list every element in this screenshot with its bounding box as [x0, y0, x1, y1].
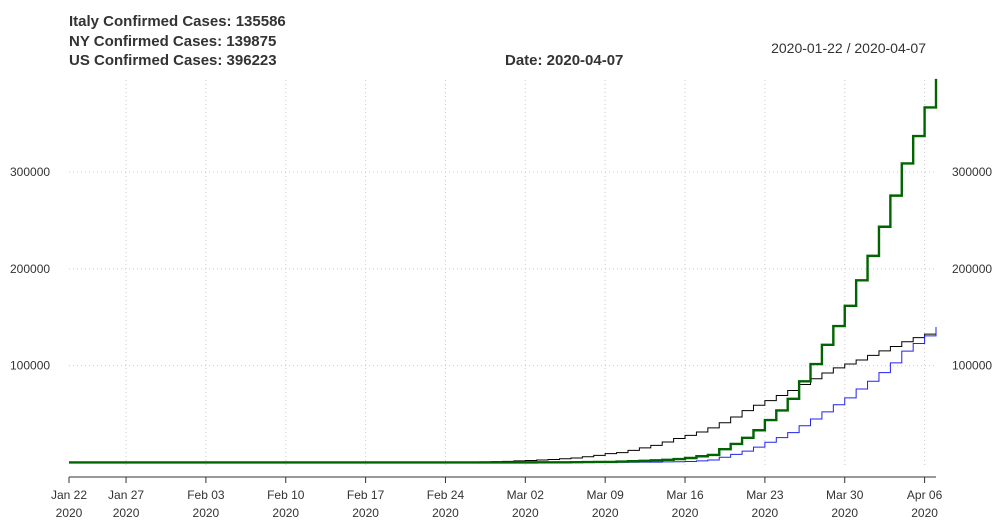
x-tick-year-label: 2020: [272, 506, 299, 520]
x-tick-label: Feb 17: [347, 488, 385, 502]
x-tick-year-label: 2020: [113, 506, 140, 520]
series-line-ny: [69, 327, 937, 463]
x-tick-label: Apr 06: [907, 488, 943, 502]
y-tick-label-left: 200000: [10, 262, 50, 276]
y-tick-label-left: 300000: [10, 165, 50, 179]
italy-cases-title: Italy Confirmed Cases: 135586: [69, 13, 286, 30]
series-line-us: [69, 78, 938, 464]
x-tick-label: Feb 10: [267, 488, 305, 502]
x-tick-label: Mar 30: [826, 488, 864, 502]
y-tick-label-right: 200000: [952, 262, 992, 276]
series-line-italy: [69, 331, 937, 463]
x-tick-year-label: 2020: [672, 506, 699, 520]
x-tick-year-label: 2020: [432, 506, 459, 520]
x-tick-label: Feb 03: [187, 488, 225, 502]
x-tick-label: Feb 24: [427, 488, 465, 502]
date-range-label: 2020-01-22 / 2020-04-07: [771, 40, 926, 56]
y-tick-label-right: 100000: [952, 359, 992, 373]
x-tick-year-label: 2020: [831, 506, 858, 520]
us-cases-title: US Confirmed Cases: 396223: [69, 52, 277, 69]
x-tick-label: Mar 23: [746, 488, 784, 502]
x-tick-year-label: 2020: [352, 506, 379, 520]
x-tick-label: Mar 09: [586, 488, 624, 502]
y-tick-label-left: 100000: [10, 359, 50, 373]
ny-cases-title: NY Confirmed Cases: 139875: [69, 33, 277, 50]
x-tick-label: Mar 16: [666, 488, 704, 502]
axis-layer: Jan 22 2020 Jan 27 2020 Feb 03 2020 Feb 10 2020…: [10, 165, 992, 520]
x-tick-year-label: 2020: [752, 506, 779, 520]
x-tick-year-label: 2020: [193, 506, 220, 520]
x-tick-year-label: 2020: [911, 506, 938, 520]
x-tick-label: Jan 27: [108, 488, 144, 502]
x-tick-label: Jan 22: [51, 488, 87, 502]
grid-layer: [69, 80, 936, 465]
series-layer: [69, 78, 938, 464]
x-tick-label: Mar 02: [507, 488, 545, 502]
x-tick-year-label: 2020: [56, 506, 83, 520]
y-tick-label-right: 300000: [952, 165, 992, 179]
date-label: Date: 2020-04-07: [505, 52, 624, 69]
x-tick-year-label: 2020: [592, 506, 619, 520]
x-tick-year-label: 2020: [512, 506, 539, 520]
